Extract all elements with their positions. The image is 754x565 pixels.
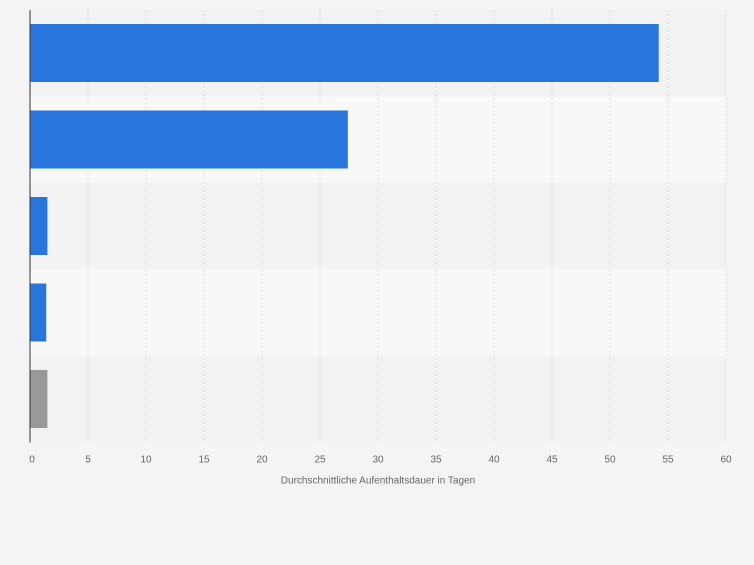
vertical-gridlines (87, 10, 727, 443)
bar[interactable] (30, 24, 659, 82)
bar[interactable] (30, 283, 47, 342)
x-tick-label: 50 (604, 455, 616, 466)
x-tick-label: 10 (140, 455, 152, 466)
x-tick-label: 40 (488, 455, 500, 466)
x-tick-label: 15 (198, 455, 210, 466)
x-axis-tick-labels: 0 5 10 15 20 25 30 35 40 45 50 55 60 (29, 455, 732, 466)
x-tick-label: 35 (430, 455, 442, 466)
x-tick-label: 5 (85, 455, 91, 466)
x-axis-title: Durchschnittliche Aufenthaltsdauer in Ta… (281, 476, 475, 487)
bars (30, 24, 659, 428)
bar[interactable] (30, 197, 48, 255)
x-tick-label: 20 (256, 455, 268, 466)
x-tick-label: 60 (720, 455, 732, 466)
x-tick-label: 25 (314, 455, 326, 466)
bar[interactable] (30, 110, 348, 169)
x-tick-label: 30 (372, 455, 384, 466)
bar[interactable] (30, 370, 48, 428)
x-tick-label: 0 (29, 455, 35, 466)
x-tick-label: 45 (546, 455, 558, 466)
x-tick-label: 55 (662, 455, 674, 466)
